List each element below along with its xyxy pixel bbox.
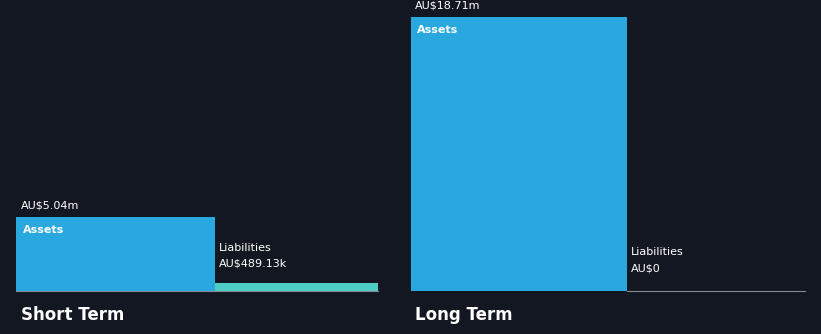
Text: AU$489.13k: AU$489.13k (219, 259, 287, 269)
Text: Long Term: Long Term (415, 306, 512, 324)
Bar (215, 284, 378, 291)
Text: AU$5.04m: AU$5.04m (21, 200, 79, 210)
Text: Liabilities: Liabilities (219, 243, 272, 254)
Text: Liabilities: Liabilities (631, 247, 684, 257)
Bar (16, 217, 215, 291)
Bar (410, 17, 627, 291)
Text: AU$18.71m: AU$18.71m (415, 0, 480, 10)
Text: Short Term: Short Term (21, 306, 124, 324)
Text: Assets: Assets (417, 25, 458, 35)
Text: AU$0: AU$0 (631, 264, 661, 274)
Text: Assets: Assets (23, 225, 64, 235)
